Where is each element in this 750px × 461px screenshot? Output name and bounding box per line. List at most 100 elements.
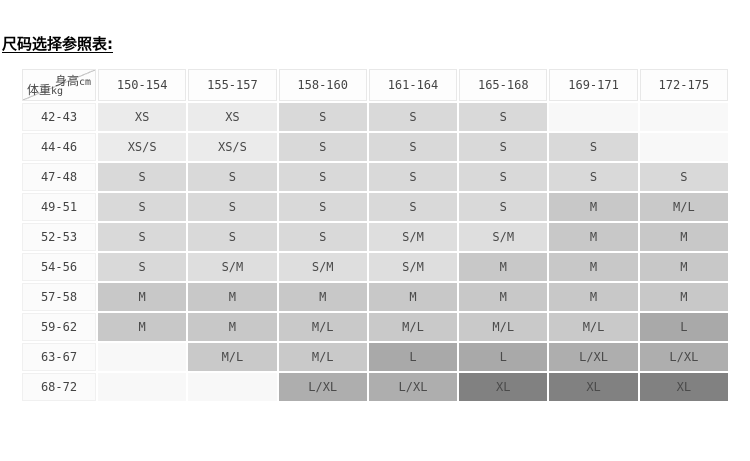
empty-cell	[98, 343, 187, 371]
size-cell: S	[459, 163, 548, 191]
size-cell: S/M	[368, 223, 458, 251]
size-cell: L/XL	[549, 343, 638, 371]
size-cell: S/M	[368, 253, 458, 281]
table-row: 47-48 S S S S S S S	[22, 163, 728, 191]
height-column-header: 158-160	[278, 69, 367, 101]
table-row: 42-43 XS XS S S S	[22, 103, 728, 131]
size-table-body: 42-43 XS XS S S S 44-46 XS/S XS/S S S S S 47-48 S S S S S S…	[22, 103, 728, 401]
size-cell: M/L	[188, 343, 277, 371]
size-cell: S	[459, 193, 548, 221]
corner-header-cell: 身高cm 体重kg	[22, 69, 96, 101]
height-axis-label: 身高cm	[54, 74, 91, 88]
size-cell: M	[98, 313, 187, 341]
height-column-header: 150-154	[98, 69, 187, 101]
size-cell: S	[368, 133, 458, 161]
size-cell: M/L	[459, 313, 548, 341]
size-cell: S/M	[278, 253, 367, 281]
size-cell: S	[188, 193, 277, 221]
size-cell: L/XL	[639, 343, 728, 371]
size-cell: S	[188, 223, 277, 251]
size-cell: M	[459, 253, 548, 281]
size-cell: S	[98, 193, 187, 221]
size-cell: M/L	[368, 313, 458, 341]
size-cell: S	[549, 163, 638, 191]
size-cell: M	[639, 283, 728, 311]
size-cell: M/L	[278, 343, 367, 371]
size-cell: L	[368, 343, 458, 371]
weight-label-cell: 47-48	[22, 163, 96, 191]
size-cell: XL	[639, 373, 728, 401]
size-cell: S	[278, 223, 367, 251]
size-cell: L	[639, 313, 728, 341]
empty-cell	[188, 373, 277, 401]
size-cell: XL	[459, 373, 548, 401]
size-cell: L/XL	[368, 373, 458, 401]
size-cell: XS	[98, 103, 187, 131]
size-cell: XS/S	[98, 133, 187, 161]
weight-label-cell: 42-43	[22, 103, 96, 131]
size-cell: S	[639, 163, 728, 191]
weight-label-cell: 59-62	[22, 313, 96, 341]
size-cell: M/L	[639, 193, 728, 221]
size-cell: S	[278, 193, 367, 221]
size-cell: M/L	[278, 313, 367, 341]
size-cell: M	[549, 283, 638, 311]
size-table-header: 身高cm 体重kg 150-154 155-157 158-160 161-164 16…	[22, 69, 728, 101]
size-cell: S	[98, 223, 187, 251]
size-cell: S/M	[459, 223, 548, 251]
table-row: 63-67 M/L M/L L L L/XL L/XL	[22, 343, 728, 371]
height-column-header: 165-168	[459, 69, 548, 101]
size-cell: M/L	[549, 313, 638, 341]
weight-label-cell: 57-58	[22, 283, 96, 311]
size-cell: L/XL	[278, 373, 367, 401]
size-cell: S	[278, 163, 367, 191]
weight-label-cell: 52-53	[22, 223, 96, 251]
size-cell: XL	[549, 373, 638, 401]
size-cell: S	[278, 103, 367, 131]
size-cell: M	[188, 283, 277, 311]
size-cell: M	[98, 283, 187, 311]
size-cell: S	[549, 133, 638, 161]
height-column-header: 155-157	[188, 69, 277, 101]
size-cell: S	[368, 163, 458, 191]
size-cell: S	[368, 193, 458, 221]
table-row: 54-56 S S/M S/M S/M M M M	[22, 253, 728, 281]
size-cell: M	[188, 313, 277, 341]
size-cell: M	[368, 283, 458, 311]
size-cell: S	[98, 253, 187, 281]
weight-label-cell: 49-51	[22, 193, 96, 221]
height-column-header: 161-164	[368, 69, 458, 101]
header-row: 身高cm 体重kg 150-154 155-157 158-160 161-164 16…	[22, 69, 728, 101]
size-cell: S	[98, 163, 187, 191]
size-cell: M	[639, 253, 728, 281]
size-cell: M	[639, 223, 728, 251]
empty-cell	[639, 103, 728, 131]
empty-cell	[98, 373, 187, 401]
table-row: 49-51 S S S S S M M/L	[22, 193, 728, 221]
size-cell: M	[278, 283, 367, 311]
table-row: 44-46 XS/S XS/S S S S S	[22, 133, 728, 161]
empty-cell	[639, 133, 728, 161]
table-row: 68-72 L/XL L/XL XL XL XL	[22, 373, 728, 401]
table-row: 59-62 M M M/L M/L M/L M/L L	[22, 313, 728, 341]
height-column-header: 172-175	[639, 69, 728, 101]
size-cell: L	[459, 343, 548, 371]
size-cell: M	[549, 253, 638, 281]
size-cell: S	[278, 133, 367, 161]
size-cell: M	[549, 193, 638, 221]
size-cell: S	[459, 133, 548, 161]
table-row: 52-53 S S S S/M S/M M M	[22, 223, 728, 251]
size-cell: XS	[188, 103, 277, 131]
size-cell: M	[459, 283, 548, 311]
size-cell: S/M	[188, 253, 277, 281]
height-column-header: 169-171	[549, 69, 638, 101]
empty-cell	[549, 103, 638, 131]
weight-label-cell: 54-56	[22, 253, 96, 281]
size-cell: S	[188, 163, 277, 191]
table-row: 57-58 M M M M M M M	[22, 283, 728, 311]
size-cell: S	[459, 103, 548, 131]
weight-label-cell: 44-46	[22, 133, 96, 161]
page-title: 尺码选择参照表:	[2, 35, 113, 53]
weight-label-cell: 63-67	[22, 343, 96, 371]
size-cell: M	[549, 223, 638, 251]
